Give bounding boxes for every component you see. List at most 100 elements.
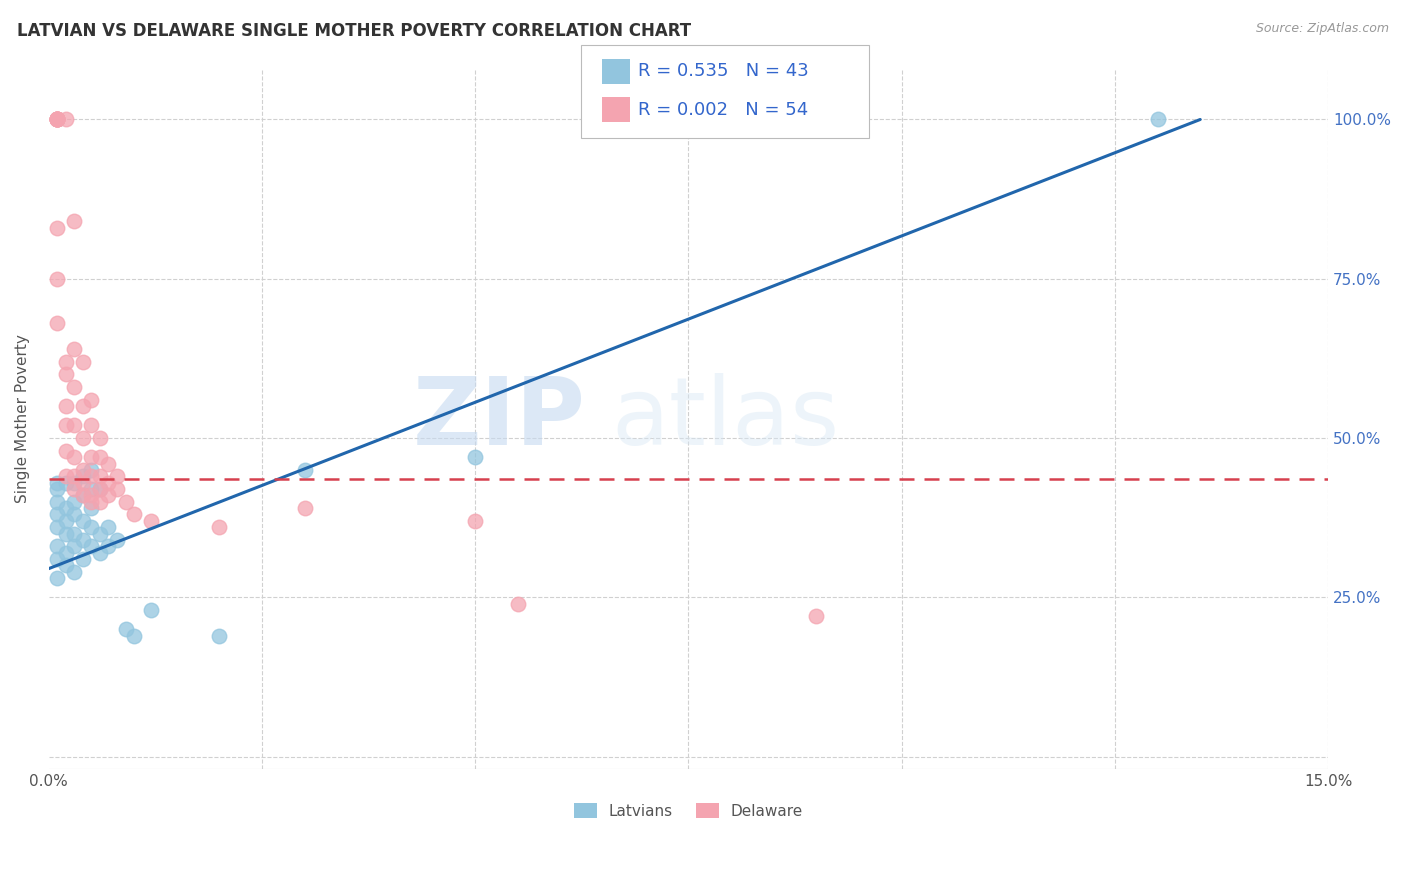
Point	[72, 475, 94, 490]
Point	[80, 520, 103, 534]
Point	[46, 220, 69, 235]
Point	[97, 488, 120, 502]
Point	[63, 214, 86, 228]
Point	[46, 508, 69, 522]
Point	[55, 443, 77, 458]
Point	[72, 514, 94, 528]
Point	[80, 482, 103, 496]
Point	[80, 539, 103, 553]
Text: R = 0.535   N = 43: R = 0.535 N = 43	[638, 62, 808, 80]
Point	[97, 475, 120, 490]
Point	[63, 539, 86, 553]
Point	[1146, 112, 1168, 127]
Point	[55, 526, 77, 541]
Point	[105, 533, 128, 547]
Point	[63, 450, 86, 464]
Point	[506, 597, 529, 611]
Point	[55, 112, 77, 127]
Point	[294, 463, 316, 477]
Point	[89, 431, 111, 445]
Point	[89, 482, 111, 496]
Point	[63, 508, 86, 522]
Point	[72, 488, 94, 502]
Text: Source: ZipAtlas.com: Source: ZipAtlas.com	[1256, 22, 1389, 36]
Point	[46, 552, 69, 566]
Point	[80, 469, 103, 483]
Point	[105, 482, 128, 496]
Point	[46, 112, 69, 127]
Point	[46, 482, 69, 496]
Point	[89, 546, 111, 560]
Point	[55, 475, 77, 490]
Point	[122, 628, 145, 642]
Point	[122, 508, 145, 522]
Point	[464, 514, 486, 528]
Point	[806, 609, 828, 624]
Point	[63, 482, 86, 496]
Point	[105, 469, 128, 483]
Point	[63, 494, 86, 508]
Point	[63, 526, 86, 541]
Point	[89, 482, 111, 496]
Point	[55, 399, 77, 413]
Point	[72, 463, 94, 477]
Point	[464, 450, 486, 464]
Point	[46, 475, 69, 490]
Point	[55, 469, 77, 483]
Point	[80, 418, 103, 433]
Point	[208, 520, 231, 534]
Point	[72, 354, 94, 368]
Text: R = 0.002   N = 54: R = 0.002 N = 54	[638, 101, 808, 119]
Point	[294, 501, 316, 516]
Point	[55, 368, 77, 382]
Point	[89, 469, 111, 483]
Text: LATVIAN VS DELAWARE SINGLE MOTHER POVERTY CORRELATION CHART: LATVIAN VS DELAWARE SINGLE MOTHER POVERT…	[17, 22, 690, 40]
Y-axis label: Single Mother Poverty: Single Mother Poverty	[15, 334, 30, 503]
Point	[89, 526, 111, 541]
Point	[46, 112, 69, 127]
Text: atlas: atlas	[612, 373, 839, 465]
Point	[89, 450, 111, 464]
Point	[55, 546, 77, 560]
Point	[208, 628, 231, 642]
Point	[46, 112, 69, 127]
Point	[80, 463, 103, 477]
Point	[80, 392, 103, 407]
Legend: Latvians, Delaware: Latvians, Delaware	[568, 797, 810, 825]
Point	[72, 469, 94, 483]
Point	[55, 514, 77, 528]
Point	[46, 571, 69, 585]
Point	[46, 317, 69, 331]
Point	[72, 552, 94, 566]
Point	[80, 450, 103, 464]
Point	[46, 272, 69, 286]
Point	[46, 112, 69, 127]
Point	[63, 380, 86, 394]
Point	[63, 565, 86, 579]
Point	[63, 475, 86, 490]
Point	[55, 418, 77, 433]
Point	[72, 431, 94, 445]
Point	[46, 112, 69, 127]
Point	[72, 399, 94, 413]
Point	[114, 494, 136, 508]
Point	[55, 558, 77, 573]
Point	[55, 501, 77, 516]
Point	[97, 520, 120, 534]
Point	[72, 488, 94, 502]
Point	[114, 622, 136, 636]
Point	[46, 494, 69, 508]
Point	[63, 342, 86, 356]
Text: ZIP: ZIP	[413, 373, 586, 465]
Point	[46, 520, 69, 534]
Point	[72, 533, 94, 547]
Point	[46, 112, 69, 127]
Point	[63, 418, 86, 433]
Point	[80, 494, 103, 508]
Point	[46, 112, 69, 127]
Point	[80, 488, 103, 502]
Point	[55, 354, 77, 368]
Point	[63, 469, 86, 483]
Point	[97, 457, 120, 471]
Point	[139, 603, 162, 617]
